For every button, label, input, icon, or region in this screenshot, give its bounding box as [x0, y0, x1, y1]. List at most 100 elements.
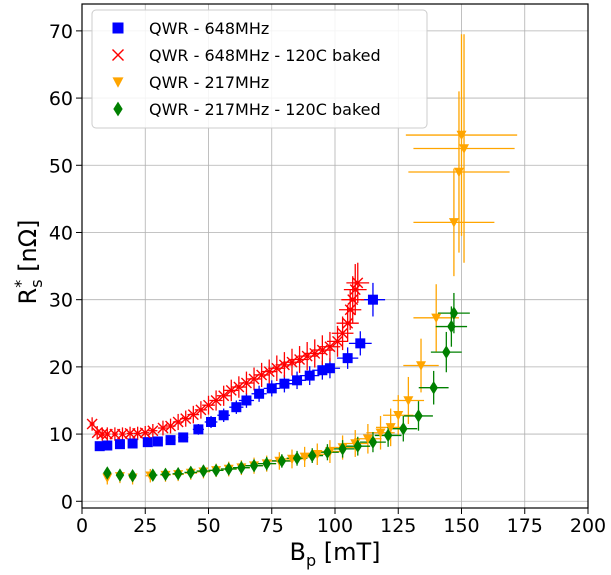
legend: QWR - 648MHz QWR - 648MHz - 120C baked QWR…	[91, 9, 428, 129]
series-2-point-stroke	[344, 304, 356, 316]
series-1-point	[266, 383, 277, 394]
series-3-point	[403, 396, 414, 406]
series-2-point-stroke	[96, 428, 108, 440]
series-2-point-stroke	[271, 362, 283, 374]
series-3-point	[385, 423, 396, 433]
series-2-point-stroke	[286, 356, 298, 368]
x-tick-label: 125	[380, 515, 416, 537]
series-2-point-stroke	[324, 341, 336, 353]
series-2-point	[301, 350, 313, 362]
series-2-point-stroke	[187, 409, 199, 421]
legend-marker-2-stroke	[112, 49, 124, 61]
series-2-point-stroke	[195, 404, 207, 416]
series-4-point	[277, 454, 287, 468]
series-1-point	[206, 416, 217, 427]
series-2-point	[147, 425, 159, 437]
y-tick-label: 40	[49, 222, 73, 244]
series-4-point	[383, 428, 393, 443]
x-tick-label: 175	[507, 515, 543, 537]
series-1-point	[342, 353, 353, 364]
series-2-point-stroke	[147, 425, 159, 437]
legend-label-1: QWR - 648MHz	[149, 19, 269, 38]
series-2-point	[278, 359, 290, 371]
series-2-point	[96, 428, 108, 440]
series-4-point	[449, 306, 459, 320]
series-1-point	[142, 437, 153, 448]
series-1-point	[102, 440, 113, 451]
series-2-point	[256, 369, 268, 381]
series-2-point	[180, 413, 192, 425]
series-4-point	[249, 458, 259, 473]
series-2-point	[309, 347, 321, 359]
legend-box	[91, 9, 428, 129]
x-tick-label: 200	[570, 515, 606, 537]
x-tick-label: 100	[317, 515, 353, 537]
series-4-point	[429, 380, 438, 395]
series-2-point	[347, 294, 359, 306]
series-4-point	[148, 468, 158, 482]
x-tick-label: 150	[443, 515, 479, 537]
series-2-point	[286, 356, 298, 368]
series-4-point	[292, 451, 302, 466]
series-2-point-stroke	[172, 416, 184, 428]
series-2-point	[344, 304, 356, 316]
x-axis-title-sub: p	[306, 551, 316, 570]
series-2-point	[157, 422, 169, 434]
series-4-point	[323, 445, 332, 459]
x-axis-title: Bp [mT]	[289, 538, 380, 570]
series-2-point	[165, 420, 177, 432]
series-2-point	[195, 404, 207, 416]
series-3-point	[453, 167, 464, 178]
series-2-point-stroke	[256, 369, 268, 381]
series-1-point	[317, 365, 328, 376]
y-tick-label: 0	[61, 491, 73, 513]
series-2-point	[342, 317, 354, 329]
series-4-point	[103, 466, 112, 480]
series-1-point	[178, 432, 189, 443]
series-2-point-stroke	[332, 335, 344, 347]
y-axis-title-unit: [nΩ]	[14, 220, 42, 280]
x-tick-label: 0	[76, 515, 88, 537]
series-2-point	[337, 327, 349, 339]
series-1-point	[254, 388, 265, 399]
series-3-point	[375, 428, 386, 438]
series-2-point-stroke	[278, 359, 290, 371]
series-2-point-stroke	[86, 418, 98, 430]
series-1-point	[367, 294, 378, 305]
series-1-point	[152, 436, 163, 447]
series-2-point	[248, 373, 260, 385]
legend-marker-4	[113, 101, 123, 117]
series-3-point	[299, 452, 310, 463]
series-2-point-stroke	[132, 427, 144, 439]
series-2-point	[263, 366, 275, 378]
series-2-point-stroke	[301, 350, 313, 362]
series-2-point-stroke	[337, 327, 349, 339]
series-2-point	[349, 284, 361, 296]
legend-marker-1	[112, 22, 124, 34]
series-1-point	[231, 402, 242, 413]
series-2-point-stroke	[210, 394, 222, 406]
series-2-point-stroke	[294, 353, 306, 365]
series-4-point	[399, 421, 408, 436]
series-1-point	[304, 370, 315, 381]
series-3-point	[312, 449, 323, 460]
series-2-point	[203, 399, 214, 411]
series-2-point	[86, 418, 98, 430]
series-2-point	[225, 384, 237, 396]
series-2-point-stroke	[347, 294, 359, 306]
series-2-point-stroke	[203, 399, 214, 411]
x-tick-label: 25	[133, 515, 157, 537]
series-4-point	[186, 465, 196, 480]
y-tick-label: 60	[49, 88, 73, 110]
series-4-point	[161, 467, 170, 482]
series-3-point	[456, 130, 467, 141]
y-axis-title: R*s [nΩ]	[11, 220, 46, 305]
series-2-point-stroke	[139, 427, 151, 439]
series-2-point	[294, 353, 306, 365]
series-2-point-stroke	[263, 366, 275, 378]
series-2-point	[240, 377, 252, 389]
y-axis-title-sup: *	[11, 280, 30, 288]
series-1-point	[279, 378, 290, 389]
series-4-point	[414, 409, 423, 423]
